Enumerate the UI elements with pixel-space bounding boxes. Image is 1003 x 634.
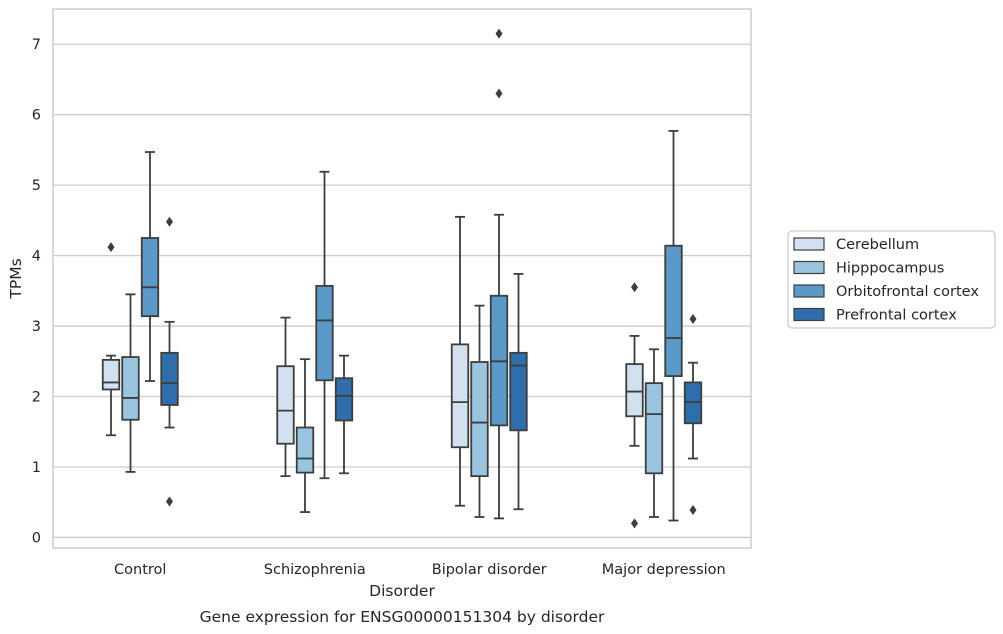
boxes bbox=[101, 28, 703, 529]
outlier-point bbox=[107, 242, 115, 253]
legend-swatch bbox=[793, 260, 825, 275]
box-iqr bbox=[644, 382, 664, 475]
y-tick-label: 6 bbox=[32, 108, 41, 124]
legend-frame bbox=[787, 230, 996, 329]
x-tick-label: Bipolar disorder bbox=[432, 562, 547, 578]
box-prefrontal-cortex bbox=[334, 354, 354, 475]
legend-swatch bbox=[793, 237, 825, 251]
box-cerebellum bbox=[450, 215, 470, 507]
x-tick-label: Major depression bbox=[602, 562, 726, 578]
box-orbitofrontal-cortex bbox=[140, 151, 160, 382]
outlier-point bbox=[689, 314, 697, 325]
legend-label: Orbitofrontal cortex bbox=[836, 284, 979, 300]
box-cerebellum bbox=[101, 242, 121, 437]
box-iqr bbox=[315, 284, 334, 382]
box-iqr bbox=[140, 237, 160, 318]
outlier-point bbox=[689, 504, 697, 515]
y-tick-label: 3 bbox=[32, 319, 41, 335]
box-cerebellum bbox=[276, 316, 295, 478]
box-hipppocampus bbox=[470, 304, 489, 518]
box-orbitofrontal-cortex bbox=[315, 170, 334, 480]
legend-label: Prefrontal cortex bbox=[836, 308, 957, 324]
x-tick-labels: Control Schizophrenia Bipolar disorder Majo… bbox=[114, 562, 726, 578]
box-prefrontal-cortex bbox=[683, 314, 703, 515]
outlier-point bbox=[495, 88, 503, 99]
box-iqr bbox=[509, 351, 528, 432]
box-iqr bbox=[450, 343, 470, 449]
box-cerebellum bbox=[625, 282, 644, 529]
box-iqr bbox=[664, 244, 683, 377]
chart-caption: Gene expression for ENSG00000151304 by d… bbox=[200, 608, 605, 626]
box-orbitofrontal-cortex bbox=[664, 129, 683, 522]
plot-area-frame bbox=[52, 8, 752, 549]
x-tick-label: Control bbox=[114, 562, 166, 578]
outlier-point bbox=[631, 282, 638, 293]
box-iqr bbox=[295, 426, 315, 474]
outlier-point bbox=[631, 518, 638, 529]
y-tick-label: 1 bbox=[32, 460, 41, 476]
legend: Cerebellum Hipppocampus Orbitofrontal cort… bbox=[787, 230, 996, 329]
box-iqr bbox=[276, 365, 295, 445]
legend-swatch bbox=[793, 307, 825, 322]
box-hipppocampus bbox=[121, 293, 140, 473]
box-prefrontal-cortex bbox=[509, 273, 528, 511]
y-tick-label: 4 bbox=[32, 249, 41, 265]
box-iqr bbox=[101, 358, 121, 391]
y-axis-label: TPMs bbox=[7, 258, 25, 299]
outlier-point bbox=[166, 496, 173, 507]
y-tick-label: 0 bbox=[32, 530, 41, 546]
box-iqr bbox=[121, 356, 140, 421]
box-orbitofrontal-cortex bbox=[489, 28, 509, 520]
y-tick-label: 7 bbox=[32, 37, 41, 53]
outlier-point bbox=[495, 28, 503, 39]
box-iqr bbox=[470, 361, 489, 478]
box-iqr bbox=[625, 363, 644, 418]
box-prefrontal-cortex bbox=[160, 216, 179, 507]
box-hipppocampus bbox=[295, 358, 315, 513]
legend-label: Cerebellum bbox=[836, 237, 919, 253]
y-tick-label: 5 bbox=[32, 178, 41, 194]
legend-swatch bbox=[793, 284, 825, 298]
legend-label: Hipppocampus bbox=[836, 261, 944, 277]
box-iqr bbox=[160, 351, 179, 406]
box-iqr bbox=[334, 377, 354, 422]
x-tick-label: Schizophrenia bbox=[264, 562, 366, 578]
x-axis-label: Disorder bbox=[369, 582, 435, 600]
y-tick-labels: 0 1 2 3 4 5 6 7 bbox=[32, 37, 41, 546]
y-tick-label: 2 bbox=[32, 390, 41, 406]
box-hipppocampus bbox=[644, 348, 664, 518]
outlier-point bbox=[166, 216, 173, 227]
